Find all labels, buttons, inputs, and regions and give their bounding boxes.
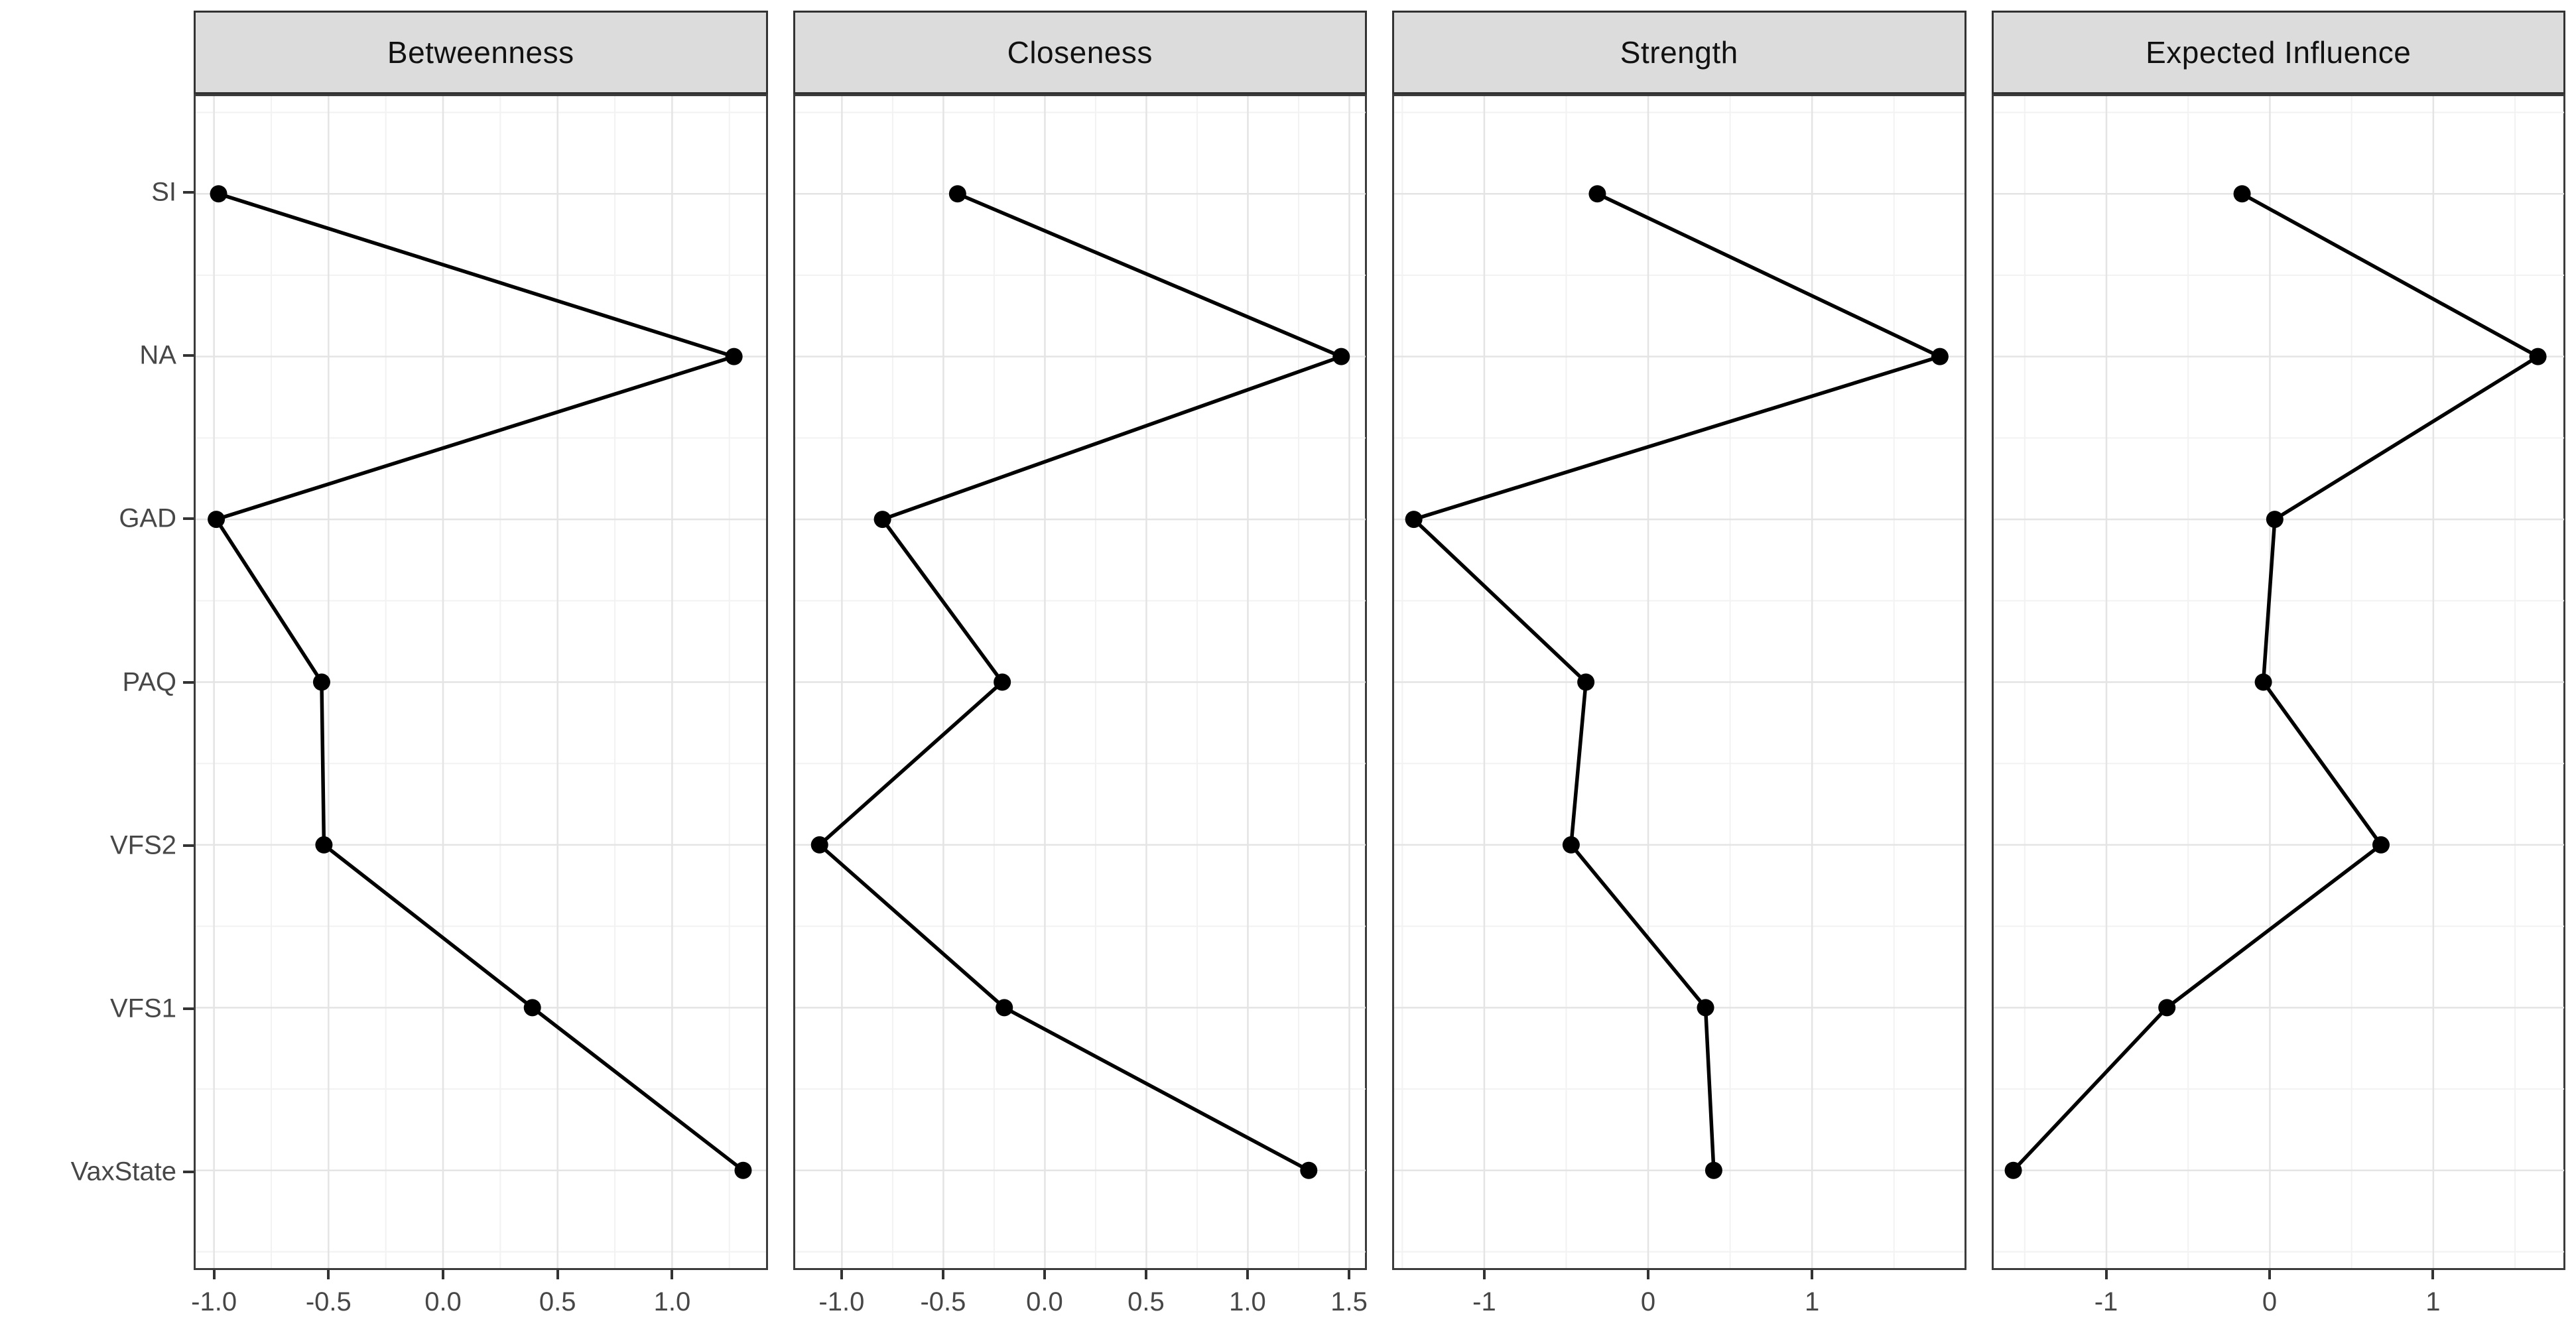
x-tick-mark [2431,1270,2435,1279]
y-tick-mark [183,1007,194,1010]
y-tick-mark [183,1171,194,1174]
y-axis-label-paq: PAQ [122,667,176,696]
panel [194,94,768,1270]
data-point-gad [2266,511,2284,529]
data-point-paq [993,673,1011,691]
y-tick-mark [183,517,194,521]
facet-expected-influence: Expected Influence -1 0 1 [1991,11,2566,1336]
x-tick-mark [2268,1270,2271,1279]
x-tick-label: 1.0 [1229,1287,1266,1316]
x-tick-mark [671,1270,674,1279]
panel [793,94,1367,1270]
x-tick-mark [212,1270,216,1279]
data-point-paq [312,673,330,691]
x-tick-label: 0 [2262,1287,2278,1316]
facet-row: Betweenness -1.0 -0.5 0.0 0.5 1.0 Closeness -1.… [191,11,2566,1336]
x-tick-label: 0.5 [539,1287,576,1316]
x-axis: -1 0 1 [1392,1270,1966,1336]
x-tick-label: 1.0 [653,1287,691,1316]
x-tick-mark [442,1270,444,1279]
data-point-si [210,185,227,203]
y-tick-mark [183,680,194,684]
data-point-gad [873,511,891,529]
data-point-paq [1577,673,1595,691]
x-tick-label: -1.0 [818,1287,865,1316]
y-axis-label-si: SI [151,177,176,207]
y-tick-mark [183,354,194,357]
data-point-si [2233,185,2251,203]
facet-header: Strength [1392,11,1966,94]
x-tick-label: 0.0 [424,1287,462,1316]
x-tick-mark [1348,1270,1351,1279]
panel [1392,94,1966,1270]
data-point-na [1931,348,1949,365]
data-point-vfs2 [1562,836,1580,854]
data-point-na [1332,348,1350,365]
x-axis: -1.0 -0.5 0.0 0.5 1.0 [191,1270,768,1336]
x-tick-mark [2104,1270,2108,1279]
y-axis: SI NA GAD PAQ VFS2 VFS1 VaxState [0,94,194,1270]
x-tick-label: -1.0 [191,1287,237,1316]
y-axis-label-gad: GAD [119,503,176,533]
facet-closeness: Closeness -1.0 -0.5 0.0 0.5 1.0 1.5 [793,11,1368,1336]
facet-header: Closeness [793,11,1367,94]
x-tick-label: -1 [2094,1287,2118,1316]
data-point-vfs1 [1697,999,1714,1017]
data-point-vaxstate [1299,1161,1317,1179]
x-axis: -1.0 -0.5 0.0 0.5 1.0 1.5 [793,1270,1368,1336]
data-point-na [725,348,743,365]
data-point-na [2529,348,2547,365]
data-point-paq [2254,673,2272,691]
data-point-vfs1 [995,999,1013,1017]
x-tick-mark [1043,1270,1046,1279]
panel-canvas [795,96,1366,1268]
y-axis-label-vaxstate: VaxState [70,1157,176,1186]
x-axis: -1 0 1 [1992,1270,2566,1336]
x-tick-mark [556,1270,559,1279]
data-point-vfs2 [315,836,333,854]
data-point-si [948,185,966,203]
y-axis-label-na: NA [139,340,176,370]
panel [1991,94,2565,1270]
x-tick-label: 0 [1640,1287,1656,1316]
x-tick-mark [840,1270,843,1279]
y-axis-label-vfs1: VFS1 [109,993,176,1023]
data-point-gad [1405,511,1423,529]
x-tick-label: -0.5 [305,1287,352,1316]
x-tick-mark [327,1270,330,1279]
data-point-gad [208,511,225,529]
x-tick-mark [1482,1270,1486,1279]
panel-canvas [1993,96,2564,1268]
x-tick-label: 1.5 [1330,1287,1368,1316]
facet-header: Betweenness [194,11,768,94]
x-tick-label: 1 [2425,1287,2441,1316]
data-point-si [1588,185,1606,203]
data-point-vfs1 [523,999,541,1017]
data-point-vaxstate [2004,1161,2022,1179]
x-tick-label: 1 [1805,1287,1820,1316]
x-tick-mark [1246,1270,1249,1279]
facet-betweenness: Betweenness -1.0 -0.5 0.0 0.5 1.0 [191,11,768,1336]
data-point-vaxstate [734,1161,752,1179]
panel-canvas [1394,96,1964,1268]
y-tick-mark [183,844,194,847]
x-tick-mark [1647,1270,1650,1279]
x-tick-label: 0.5 [1127,1287,1165,1316]
x-tick-mark [941,1270,944,1279]
data-point-vaxstate [1705,1161,1722,1179]
x-tick-label: 0.0 [1026,1287,1063,1316]
x-tick-mark [1811,1270,1814,1279]
facet-strength: Strength -1 0 1 [1392,11,1966,1336]
x-tick-label: -0.5 [920,1287,966,1316]
x-tick-label: -1 [1472,1287,1496,1316]
data-point-vfs1 [2157,999,2175,1017]
panel-canvas [196,96,766,1268]
y-axis-label-vfs2: VFS2 [109,830,176,860]
data-point-vfs2 [810,836,828,854]
y-tick-mark [183,190,194,194]
data-point-vfs2 [2372,836,2390,854]
facet-header: Expected Influence [1991,11,2565,94]
x-tick-mark [1144,1270,1147,1279]
